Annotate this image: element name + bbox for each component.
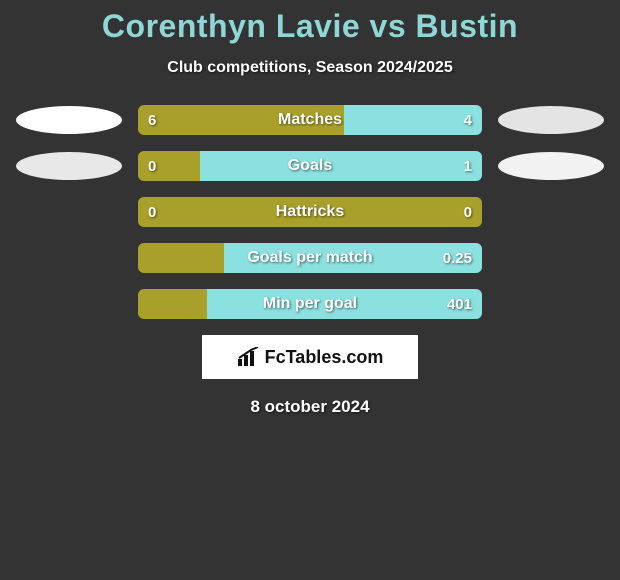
player1-avatar-placeholder (16, 152, 122, 180)
player1-avatar-placeholder (16, 106, 122, 134)
player1-value: 0 (148, 197, 156, 227)
player1-bar-segment (138, 243, 224, 273)
logo-text: FcTables.com (265, 347, 384, 368)
spacer (16, 198, 122, 226)
date: 8 october 2024 (0, 397, 620, 417)
spacer (16, 244, 122, 272)
spacer (498, 198, 604, 226)
player1-value: 0 (148, 151, 156, 181)
stat-bar: 01Goals (138, 151, 482, 181)
player2-value: 4 (464, 105, 472, 135)
stat-row: 01Goals (0, 151, 620, 181)
stat-rows: 64Matches01Goals00Hattricks0.25Goals per… (0, 105, 620, 319)
stat-row: 0.25Goals per match (0, 243, 620, 273)
stat-bar: 64Matches (138, 105, 482, 135)
player2-value: 0.25 (443, 243, 472, 273)
stat-bar: 00Hattricks (138, 197, 482, 227)
player2-bar-segment (207, 289, 482, 319)
player2-bar-segment (344, 105, 482, 135)
subtitle: Club competitions, Season 2024/2025 (0, 59, 620, 77)
comparison-infographic: Corenthyn Lavie vs Bustin Club competiti… (0, 0, 620, 417)
player1-bar-segment (138, 197, 482, 227)
stat-row: 64Matches (0, 105, 620, 135)
player2-value: 0 (464, 197, 472, 227)
logo: FcTables.com (237, 347, 384, 368)
player2-avatar-placeholder (498, 106, 604, 134)
player2-value: 401 (447, 289, 472, 319)
spacer (16, 290, 122, 318)
spacer (498, 244, 604, 272)
player1-value: 6 (148, 105, 156, 135)
stat-row: 401Min per goal (0, 289, 620, 319)
player2-bar-segment (200, 151, 482, 181)
player1-bar-segment (138, 289, 207, 319)
player1-bar-segment (138, 105, 344, 135)
page-title: Corenthyn Lavie vs Bustin (0, 8, 620, 45)
spacer (498, 290, 604, 318)
logo-box: FcTables.com (202, 335, 418, 379)
stat-bar: 401Min per goal (138, 289, 482, 319)
player2-avatar-placeholder (498, 152, 604, 180)
bars-icon (237, 347, 261, 367)
stat-bar: 0.25Goals per match (138, 243, 482, 273)
player2-value: 1 (464, 151, 472, 181)
stat-row: 00Hattricks (0, 197, 620, 227)
